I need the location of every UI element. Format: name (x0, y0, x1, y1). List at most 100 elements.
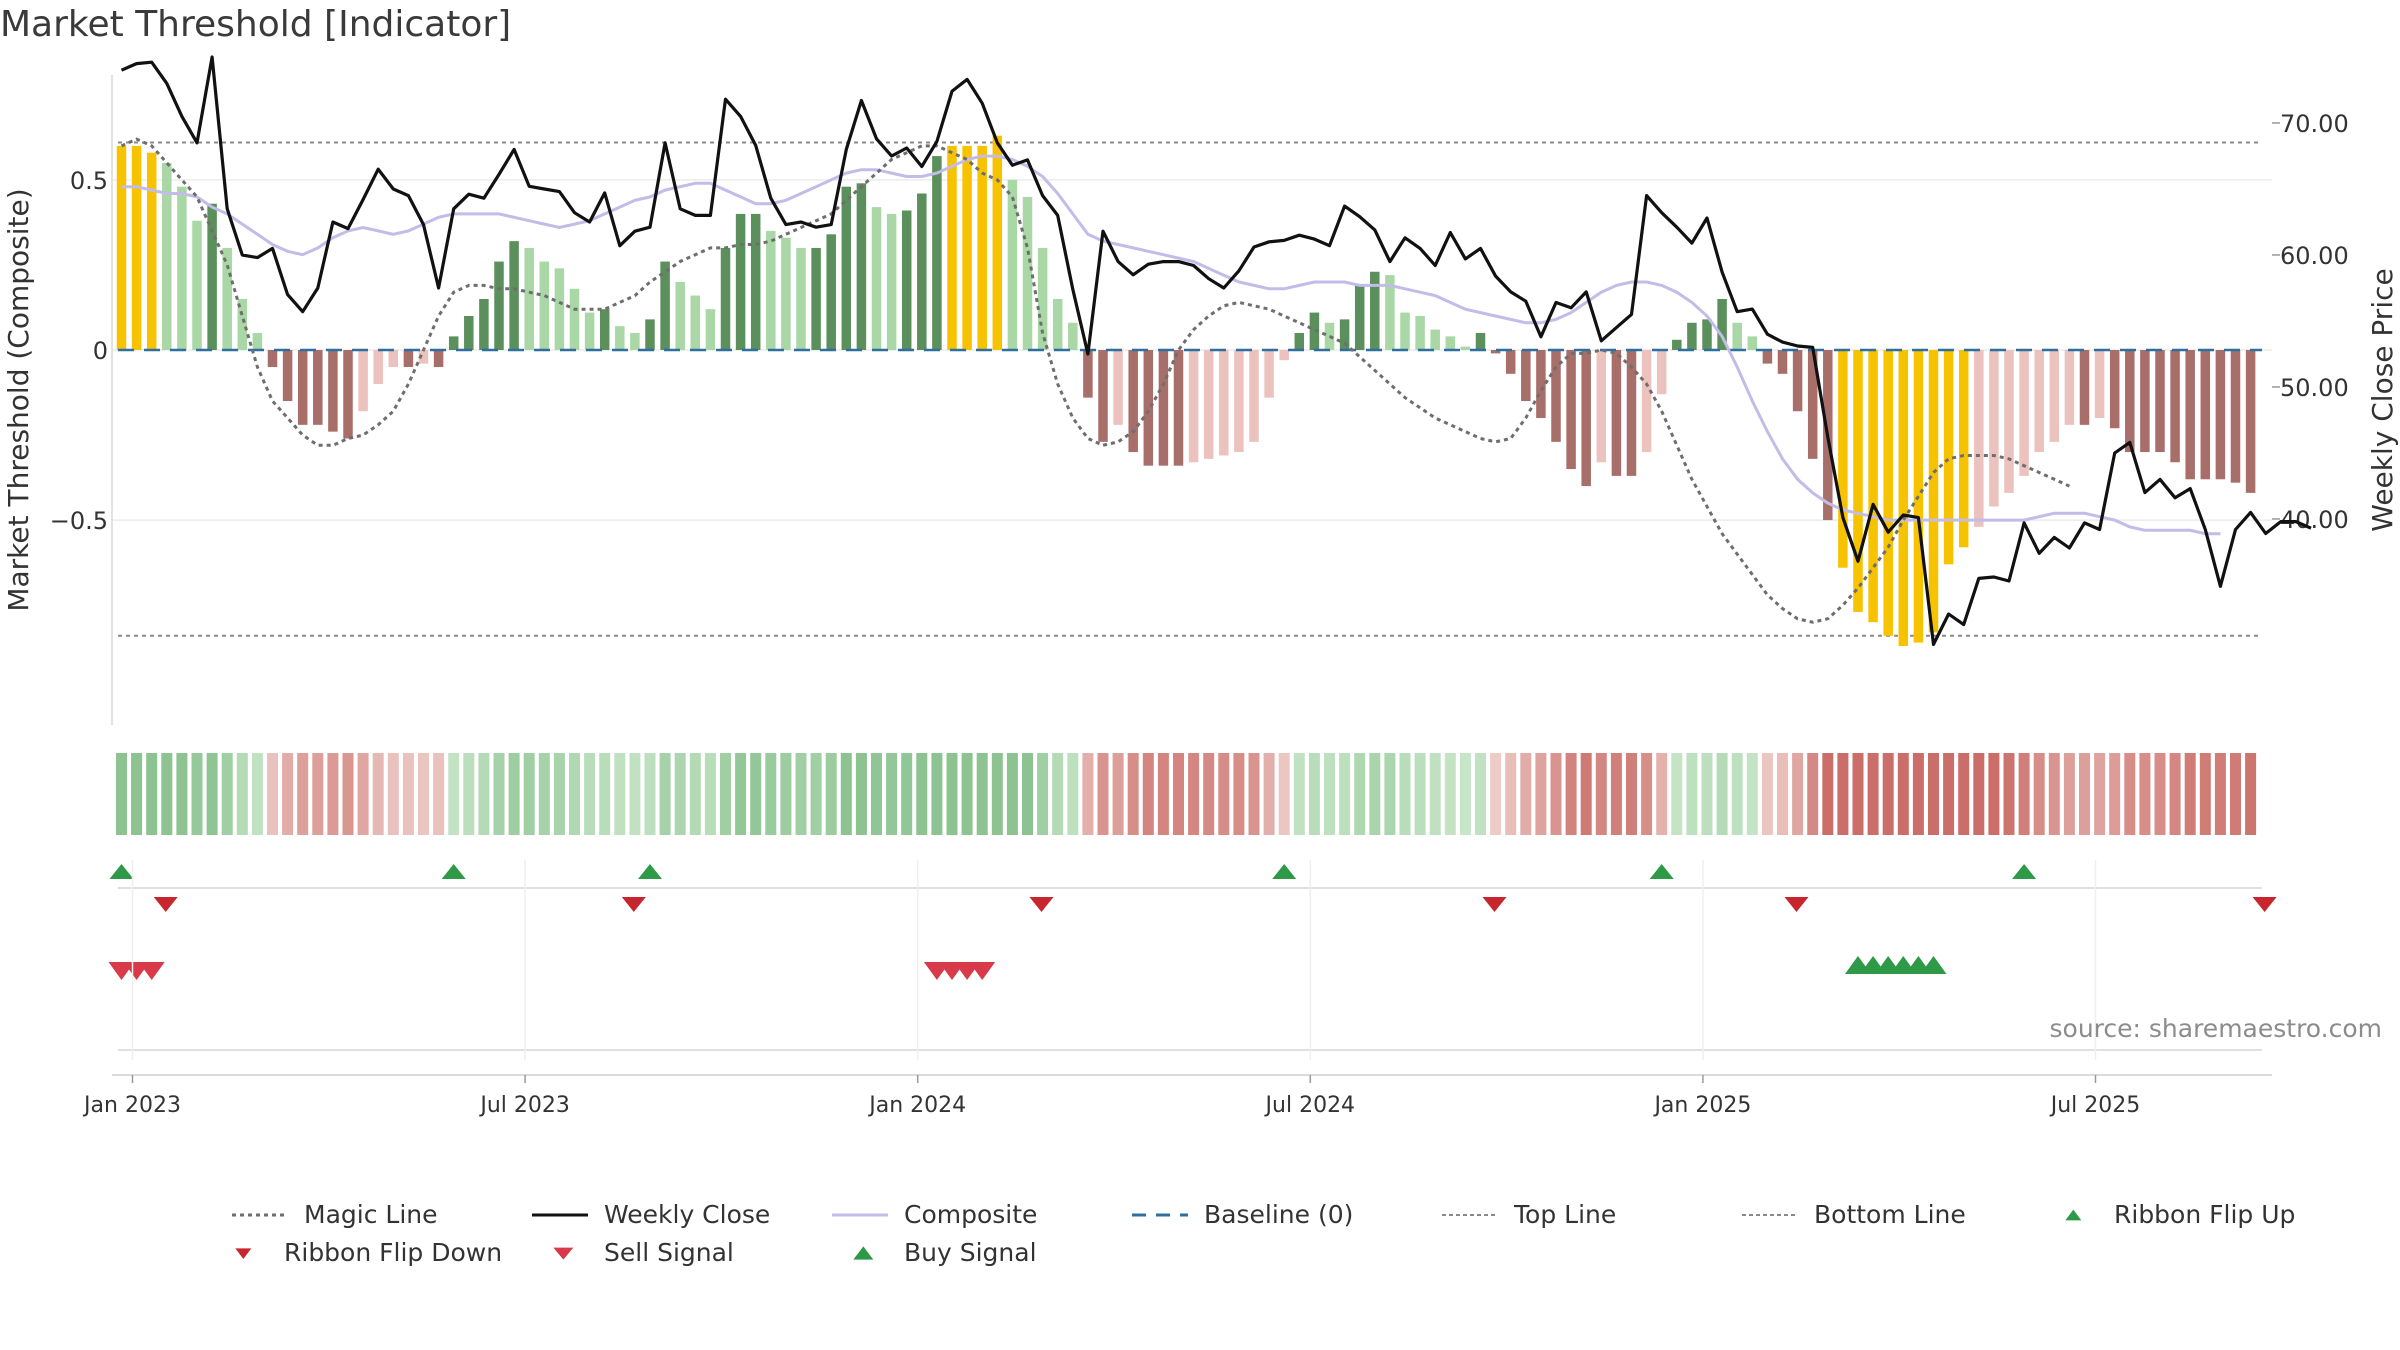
ribbon-cell (1988, 753, 2000, 835)
ribbon-flip-down-marker (621, 897, 646, 912)
composite-bar (856, 183, 867, 350)
ribbon-cell (146, 753, 158, 835)
ribbon-cell (1459, 753, 1471, 835)
x-tick-label: Jan 2024 (867, 1093, 966, 1118)
ribbon-cell (221, 753, 233, 835)
legend-swatch-buy-signal (853, 1245, 874, 1260)
ribbon-cell (2124, 753, 2136, 835)
composite-bar (237, 298, 248, 350)
composite-bar (917, 193, 927, 350)
composite-bar (1747, 336, 1758, 350)
composite-bar (1536, 350, 1546, 419)
ribbon-cell (1807, 753, 1819, 835)
ribbon-cell (1112, 753, 1124, 835)
composite-bar (162, 162, 172, 350)
composite-bar (1883, 350, 1893, 636)
ribbon-cell (599, 753, 611, 835)
ribbon-cell (1897, 753, 1909, 835)
composite-bar (1234, 350, 1244, 453)
composite-bar (1294, 332, 1305, 350)
legend-item-sell-signal: Sell Signal (550, 1238, 734, 1267)
ribbon-cell (1867, 753, 1879, 835)
composite-bar (766, 230, 776, 350)
composite-bar (1415, 315, 1425, 350)
ribbon-cell (1686, 753, 1698, 835)
composite-bar (1173, 350, 1184, 466)
ribbon-cell (176, 753, 188, 835)
ribbon-cell (1565, 753, 1577, 835)
ribbon-cell (946, 753, 958, 835)
ribbon-cell (493, 753, 505, 835)
composite-bar (584, 312, 595, 350)
ribbon-cell (1882, 753, 1894, 835)
ribbon-cell (2199, 753, 2211, 835)
composite-bar (252, 332, 263, 350)
composite-bar (1370, 271, 1380, 350)
ribbon-cell (131, 753, 143, 835)
ribbon-cell (553, 753, 565, 835)
composite-bar (1158, 350, 1169, 466)
ribbon-cell (1369, 753, 1381, 835)
x-tick-label: Jan 2023 (82, 1093, 181, 1118)
ribbon-cell (1777, 753, 1788, 835)
ribbon-cell (584, 753, 596, 835)
ribbon-cell (297, 753, 309, 835)
legend-swatch-ribbon-flip-down (235, 1247, 252, 1259)
ribbon-flip-down-marker (1029, 897, 1054, 912)
ribbon-cell (659, 753, 671, 835)
composite-bar (2140, 350, 2150, 453)
ribbon-cell (720, 753, 731, 835)
ribbon-flip-up-marker (441, 864, 466, 879)
ribbon-cell (1052, 753, 1064, 835)
composite-bar (1868, 350, 1878, 623)
ribbon-cell (780, 753, 792, 835)
composite-bar (297, 350, 308, 425)
composite-bar (554, 268, 565, 350)
composite-bar (358, 350, 368, 412)
legend-item-ribbon-flip-down: Ribbon Flip Down (230, 1238, 502, 1267)
ribbon-cell (1746, 753, 1758, 835)
composite-bar (750, 213, 761, 350)
ribbon-cell (1595, 753, 1607, 835)
composite-bar (1430, 329, 1440, 350)
composite-bar (811, 247, 821, 350)
composite-bar (1807, 350, 1818, 459)
ribbon-cell (931, 753, 943, 835)
ribbon-cell (1188, 753, 1200, 835)
composite-bar (1551, 350, 1561, 442)
ribbon-cell (1520, 753, 1532, 835)
ribbon-cell (1852, 753, 1864, 835)
ribbon-cell (1278, 753, 1290, 835)
ribbon-cell (1822, 753, 1834, 835)
composite-bar (539, 261, 550, 350)
ribbon-cell (1293, 753, 1305, 835)
composite-bar (1687, 322, 1697, 350)
ribbon-cell (1641, 753, 1653, 835)
composite-bar (2170, 350, 2180, 463)
composite-bar (1596, 350, 1607, 463)
ribbon-cell (478, 753, 490, 835)
ribbon-cell (1097, 753, 1109, 835)
composite-bar (2079, 350, 2090, 425)
composite-bar (2200, 350, 2211, 480)
ribbon-cell (1263, 753, 1275, 835)
composite-bar (328, 350, 338, 432)
ribbon-cell (2003, 753, 2015, 835)
legend-swatch-ribbon-flip-up (2065, 1209, 2082, 1220)
composite-bar (1566, 350, 1576, 470)
composite-bar (615, 326, 625, 350)
ribbon-flip-up-marker (1649, 864, 1674, 879)
composite-bar (2049, 350, 2060, 442)
composite-bar (1853, 350, 1863, 612)
composite-bar (645, 319, 655, 350)
composite-bar (1007, 179, 1018, 350)
ribbon-cell (1157, 753, 1169, 835)
ribbon-cell (1535, 753, 1547, 835)
ribbon-cell (251, 753, 263, 835)
ribbon-cell (1142, 753, 1154, 835)
x-tick-label: Jul 2024 (1264, 1093, 1356, 1118)
ribbon-flip-up-marker (638, 864, 662, 879)
composite-bar (509, 241, 519, 350)
composite-bar (2215, 350, 2226, 480)
composite-bar (1581, 350, 1591, 487)
